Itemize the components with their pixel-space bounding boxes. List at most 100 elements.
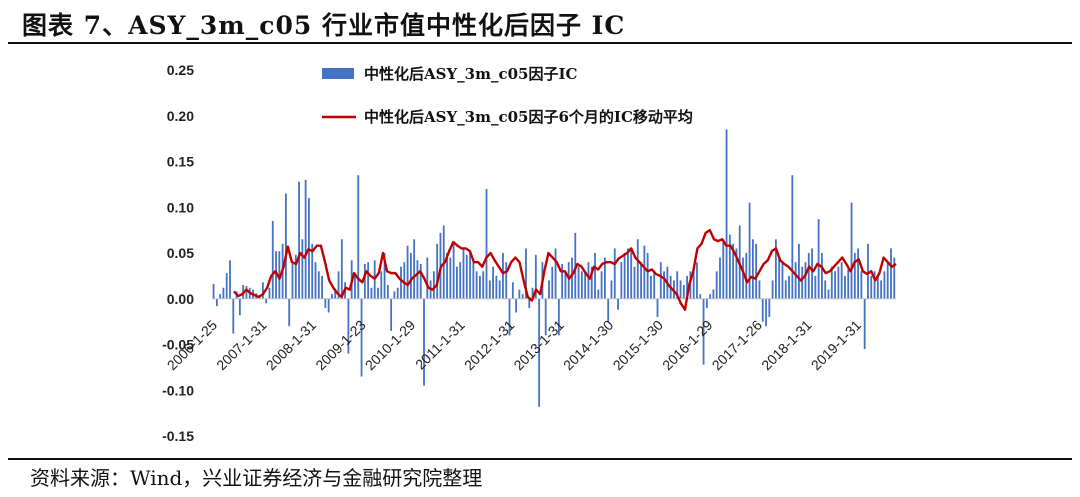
ic-bar — [498, 280, 501, 299]
x-tick-label: 2017-1-26 — [709, 317, 766, 374]
ic-bar — [544, 298, 547, 336]
ic-bar — [804, 262, 807, 299]
ic-bar — [403, 262, 406, 299]
ic-bar — [449, 257, 452, 299]
ic-bar — [475, 271, 478, 299]
ic-bar — [659, 262, 662, 299]
ic-bar — [890, 248, 892, 299]
ic-bar — [314, 262, 317, 299]
legend: 中性化后ASY_3m_c05因子IC 中性化后ASY_3m_c05因子6个月的I… — [322, 65, 693, 126]
ic-bar — [774, 239, 777, 299]
ic-bar — [811, 248, 813, 299]
ic-bar — [245, 285, 248, 299]
ic-bar — [788, 275, 790, 299]
ic-bar — [886, 262, 889, 299]
ic-bar — [883, 271, 886, 299]
ic-bar — [735, 248, 738, 299]
ic-bar — [436, 243, 439, 299]
ic-bar — [337, 271, 340, 299]
ic-bar — [515, 298, 518, 313]
ic-bar — [331, 294, 333, 299]
y-tick-label: 0.00 — [167, 291, 194, 307]
ic-bar — [492, 266, 494, 299]
ic-bar — [215, 298, 218, 307]
ic-bar — [867, 243, 869, 299]
ic-bar — [304, 179, 307, 299]
y-tick-label: 0.25 — [167, 62, 194, 78]
ic-bar — [363, 263, 366, 299]
ic-bar — [712, 289, 715, 299]
ic-bar — [462, 248, 465, 299]
ic-bar — [423, 298, 425, 386]
title-rule — [8, 42, 1072, 44]
ic-bar — [505, 262, 508, 299]
ic-bar — [719, 257, 721, 299]
ic-bar — [508, 298, 511, 336]
ic-bar — [321, 275, 323, 299]
ic-bar — [646, 253, 649, 299]
ic-bar — [597, 289, 600, 299]
ic-bar — [347, 298, 350, 354]
ic-bar — [265, 298, 268, 304]
ic-bar — [590, 266, 593, 299]
ic-bar — [640, 262, 642, 299]
ic-bar — [600, 271, 603, 299]
ic-bar — [893, 257, 896, 299]
ic-bar — [682, 285, 685, 299]
ic-bar — [301, 239, 304, 299]
ic-bar — [268, 287, 271, 299]
x-tick-label: 2007-1-31 — [213, 317, 270, 374]
legend-bar-label: 中性化后ASY_3m_c05因子IC — [364, 65, 578, 83]
ic-bar — [386, 285, 389, 299]
x-tick-label: 2019-1-31 — [808, 317, 865, 374]
ic-bar — [525, 248, 527, 299]
x-tick-label: 2010-1-29 — [362, 317, 419, 374]
ic-bar — [564, 271, 567, 299]
ic-bar — [643, 245, 646, 299]
ic-bar — [479, 275, 481, 299]
ic-bar — [456, 266, 458, 299]
ic-bar — [393, 291, 396, 299]
ic-bar — [482, 271, 485, 299]
ic-bar — [531, 287, 534, 299]
source-rule — [8, 458, 1072, 460]
ic-bar — [288, 298, 291, 327]
ic-bar — [327, 298, 330, 313]
ic-bar — [561, 263, 564, 299]
ic-bar — [699, 294, 702, 299]
x-tick-label: 2015-1-30 — [610, 317, 667, 374]
ic-bar — [689, 271, 692, 299]
ic-bar — [745, 253, 748, 299]
ic-bar — [603, 257, 606, 299]
ic-bar — [610, 280, 613, 299]
ic-bar — [557, 298, 560, 336]
ic-bar — [390, 298, 393, 331]
y-tick-label: 0.20 — [167, 108, 194, 124]
ic-bar — [821, 253, 823, 299]
ic-bar — [465, 254, 468, 299]
ic-bar — [692, 266, 695, 299]
x-tick-label: 2011-1-31 — [412, 317, 468, 373]
ic-bar — [554, 248, 557, 299]
y-tick-label: -0.15 — [162, 428, 194, 444]
x-tick-label: 2014-1-30 — [560, 317, 617, 374]
ic-bar — [238, 298, 241, 316]
ic-bar — [485, 188, 488, 299]
ic-bar — [334, 289, 337, 299]
ic-bar — [784, 280, 787, 299]
ic-bar — [396, 287, 399, 299]
ic-bar — [377, 287, 379, 299]
x-tick-label: 2012-1-31 — [461, 317, 518, 374]
ic-bar — [873, 271, 876, 299]
ic-bar — [798, 243, 800, 299]
y-tick-label: 0.10 — [167, 199, 194, 215]
source-note: 资料来源：Wind，兴业证券经济与金融研究院整理 — [30, 466, 483, 490]
ic-bar — [663, 271, 665, 299]
ic-bar — [271, 220, 274, 299]
ic-bar — [426, 257, 429, 299]
ic-bar — [870, 275, 873, 299]
y-tick-label: -0.10 — [162, 382, 194, 398]
ic-bar — [834, 271, 836, 299]
ic-bar — [275, 251, 277, 299]
ic-bar — [705, 298, 708, 308]
